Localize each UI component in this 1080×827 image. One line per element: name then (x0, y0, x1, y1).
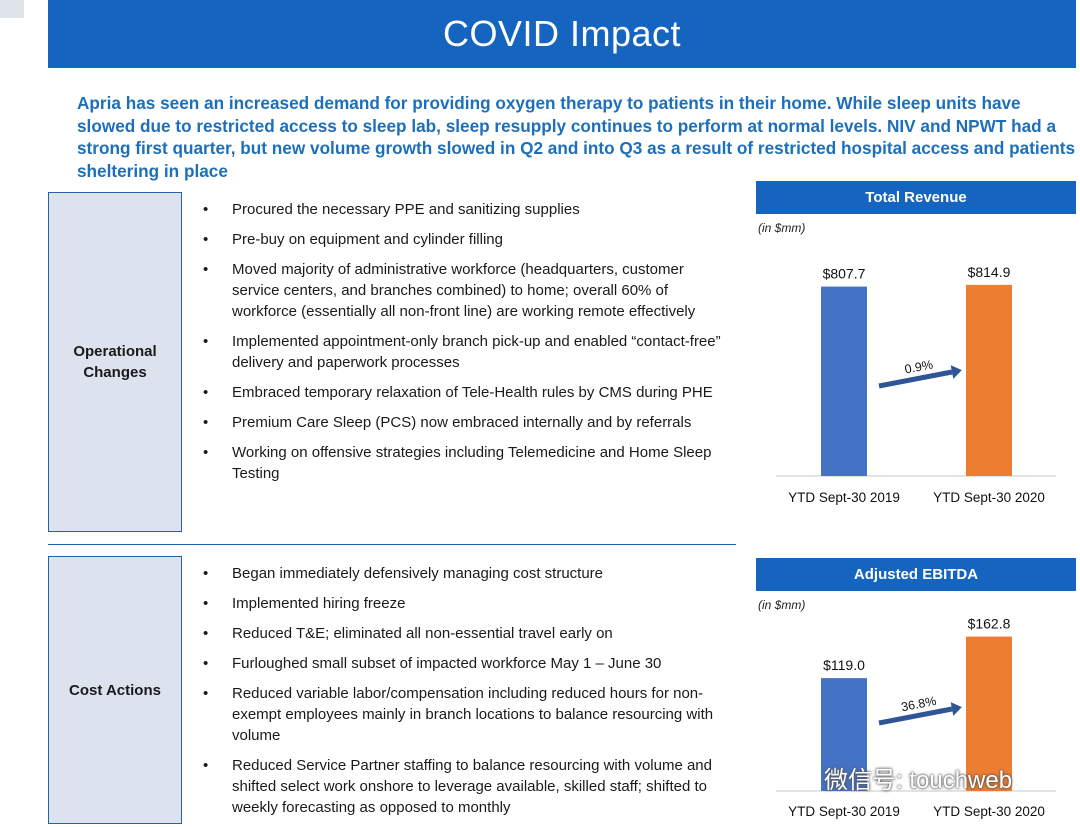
operational-change-text: Premium Care Sleep (PCS) now embraced in… (232, 414, 692, 431)
bullet-dot: • (203, 333, 209, 350)
operational-change-item: • Moved majority of administrative workfo… (203, 259, 723, 322)
operational-change-text: Moved majority of administrative workfor… (232, 261, 696, 320)
page-title: COVID Impact (442, 13, 682, 54)
bullet-dot: • (203, 595, 209, 612)
category-label: YTD Sept-30 2020 (933, 804, 1045, 819)
cost-action-text: Reduced T&E; eliminated all non-essentia… (232, 625, 613, 642)
section-divider (48, 544, 736, 545)
cost-action-text: Implemented hiring freeze (232, 595, 406, 612)
title-bar: COVID Impact (48, 0, 1076, 68)
adjusted-ebitda-header: Adjusted EBITDA (756, 558, 1076, 591)
total-revenue-header: Total Revenue (756, 181, 1076, 214)
operational-change-item: • Procured the necessary PPE and sanitizi… (203, 199, 723, 220)
bullet-dot: • (203, 261, 209, 278)
bullet-dot: • (203, 384, 209, 401)
bar-value-label: $814.9 (968, 264, 1011, 280)
cost-action-text: Began immediately defensively managing c… (232, 565, 604, 582)
operational-change-item: • Pre-buy on equipment and cylinder filli… (203, 229, 723, 250)
cost-action-item: • Furloughed small subset of impacted wor… (203, 653, 723, 674)
total-revenue-svg: (in $mm) $807.7 YTD Sept-30 2019 $814.9 YTD … (758, 221, 1056, 505)
cost-action-text: Reduced variable labor/compensation incl… (232, 685, 714, 744)
growth-arrow (878, 365, 962, 389)
intro-paragraph: Apria has seen an increased demand for p… (77, 93, 1076, 181)
growth-label: 0.9% (903, 358, 934, 377)
total-revenue-chart: (in $mm) $807.7 YTD Sept-30 2019 $814.9 YTD … (756, 214, 1076, 514)
bar-value-label: $807.7 (823, 266, 866, 282)
operational-change-item: • Premium Care Sleep (PCS) now embraced i… (203, 412, 723, 433)
operational-changes-label: Operational Changes (48, 192, 182, 532)
bullet-dot: • (203, 685, 209, 702)
bullet-dot: • (203, 414, 209, 431)
growth-arrow (878, 702, 962, 726)
cost-action-item: • Reduced Service Partner staffing to bal… (203, 755, 723, 818)
cost-actions-label: Cost Actions (48, 556, 182, 824)
operational-change-item: • Working on offensive strategies includi… (203, 442, 723, 484)
operational-change-item: • Embraced temporary relaxation of Tele-H… (203, 382, 723, 403)
bar-value-label: $162.8 (968, 616, 1011, 632)
chart-subtitle: (in $mm) (758, 598, 805, 612)
operational-change-item: • Implemented appointment-only branch pic… (203, 331, 723, 373)
adjusted-ebitda-chart: (in $mm) $119.0 YTD Sept-30 2019 $162.8 YTD … (756, 591, 1076, 827)
watermark: 微信号: touchweb (782, 760, 1012, 795)
cost-action-item: • Began immediately defensively managing … (203, 563, 723, 584)
category-label: YTD Sept-30 2019 (788, 804, 900, 819)
operational-change-text: Embraced temporary relaxation of Tele-He… (232, 384, 713, 401)
cost-actions-list: • Began immediately defensively managing … (203, 563, 723, 827)
operational-changes-list: • Procured the necessary PPE and sanitizi… (203, 199, 723, 493)
cost-action-text: Furloughed small subset of impacted work… (232, 655, 662, 672)
adjusted-ebitda-svg: (in $mm) $119.0 YTD Sept-30 2019 $162.8 YTD … (758, 598, 1056, 819)
cost-action-text: Reduced Service Partner staffing to bala… (232, 757, 712, 816)
operational-change-text: Procured the necessary PPE and sanitizin… (232, 201, 580, 218)
bar-value-label: $119.0 (823, 657, 865, 673)
bullet-dot: • (203, 757, 209, 774)
corner-thumbnail (0, 0, 24, 18)
chart-subtitle: (in $mm) (758, 221, 805, 235)
bullet-dot: • (203, 201, 209, 218)
cost-action-item: • Reduced variable labor/compensation inc… (203, 683, 723, 746)
bar-1 (966, 636, 1012, 791)
operational-change-text: Working on offensive strategies includin… (232, 444, 712, 482)
bullet-dot: • (203, 655, 209, 672)
growth-label: 36.8% (900, 694, 937, 714)
operational-change-text: Pre-buy on equipment and cylinder fillin… (232, 231, 503, 248)
category-label: YTD Sept-30 2020 (933, 490, 1045, 505)
watermark-text: 微信号: touchweb (824, 767, 1013, 794)
cost-action-item: • Implemented hiring freeze (203, 593, 723, 614)
bar-0 (821, 678, 867, 791)
bullet-dot: • (203, 625, 209, 642)
bullet-dot: • (203, 444, 209, 461)
bullet-dot: • (203, 565, 209, 582)
bar-1 (966, 284, 1012, 476)
cost-action-item: • Reduced T&E; eliminated all non-essenti… (203, 623, 723, 644)
category-label: YTD Sept-30 2019 (788, 490, 900, 505)
wechat-icon (782, 764, 816, 790)
bar-0 (821, 286, 867, 476)
operational-change-text: Implemented appointment-only branch pick… (232, 333, 721, 371)
bullet-dot: • (203, 231, 209, 248)
